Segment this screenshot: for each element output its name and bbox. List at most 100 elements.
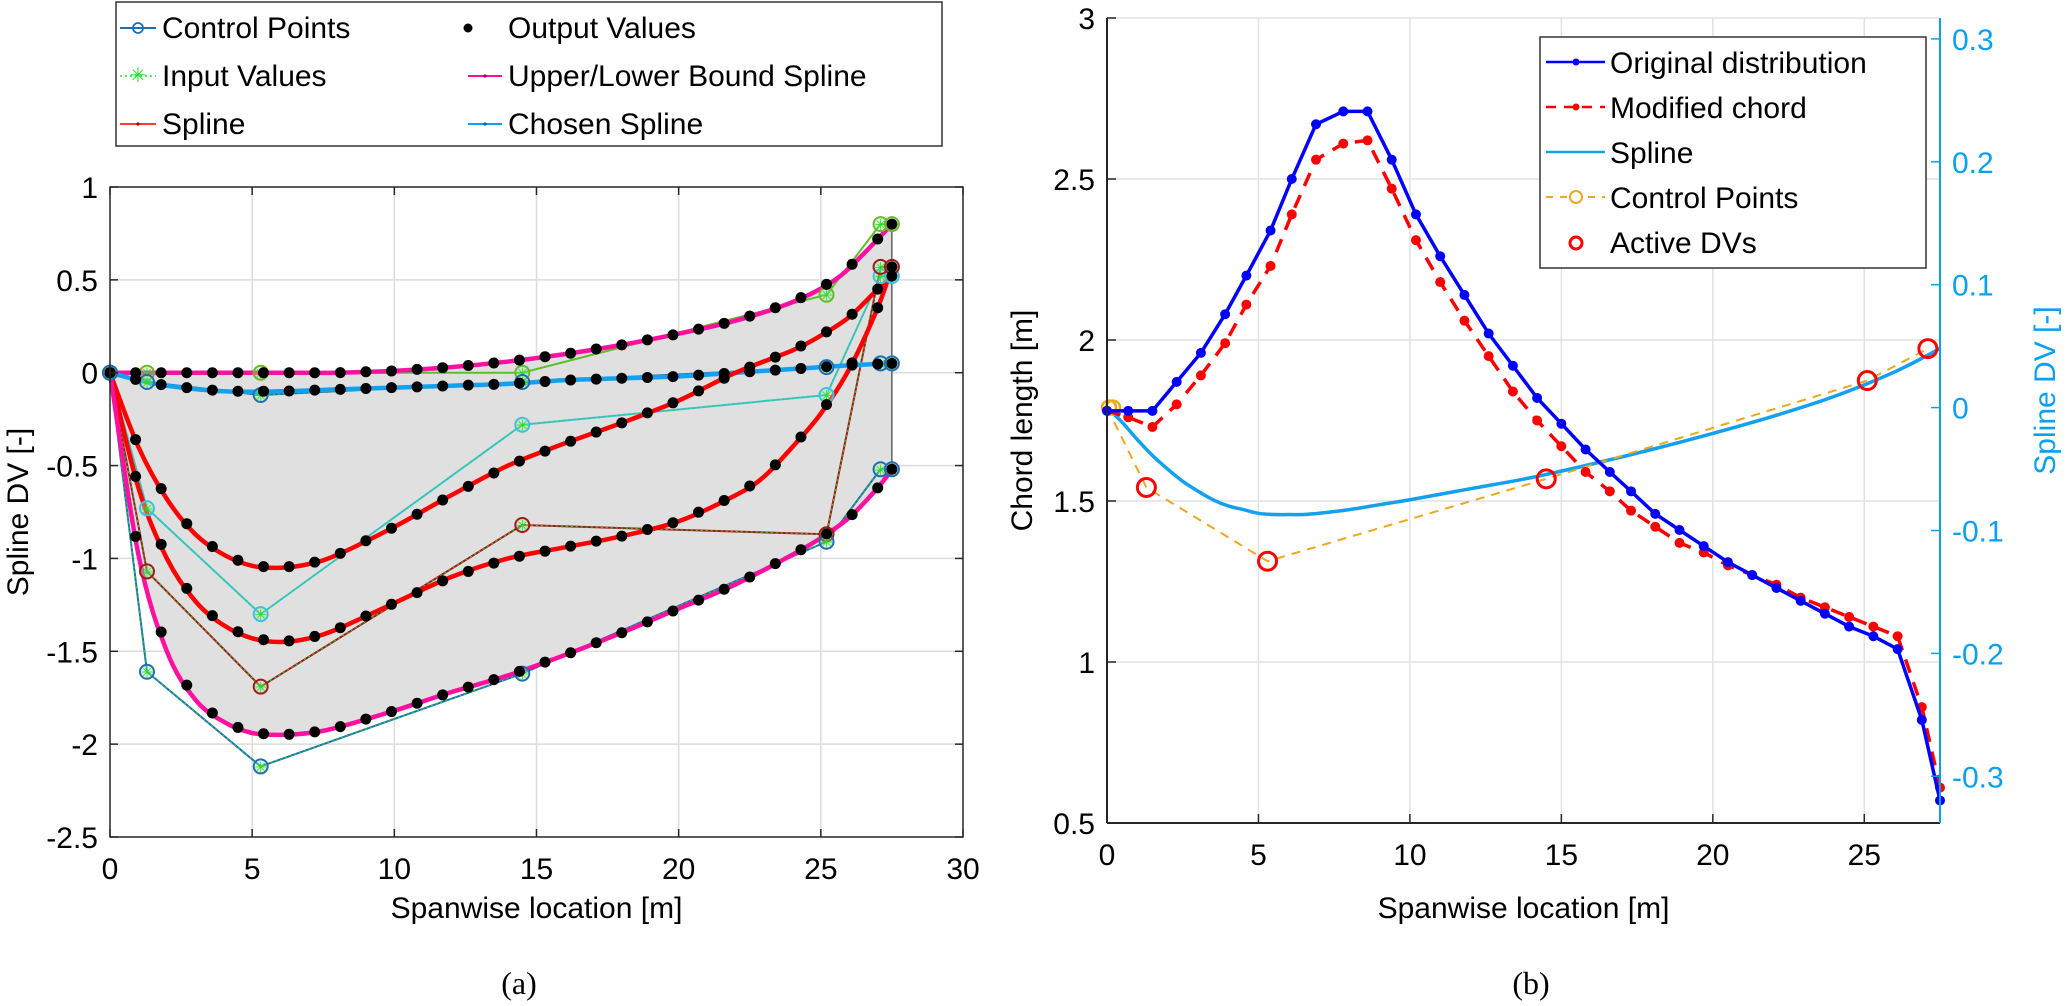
output-value <box>181 679 193 691</box>
output-value <box>130 434 142 446</box>
series-a: ✳✳✳✳✳✳✳✳✳✳✳✳✳✳✳✳✳✳✳✳✳✳✳✳✳✳✳✳✳✳✳✳✳✳✳ <box>102 216 900 776</box>
output-value <box>437 494 449 506</box>
output-value <box>616 372 628 384</box>
output-value <box>513 665 525 677</box>
legend-label: Chosen Spline <box>508 108 703 141</box>
output-value <box>206 384 218 396</box>
active-dv-marker <box>1135 476 1157 498</box>
original-distribution-point <box>1626 486 1637 497</box>
original-distribution-point <box>1556 418 1567 429</box>
output-value <box>258 385 270 397</box>
original-distribution-point <box>1311 119 1322 130</box>
input-value-asterisk-icon: ✳ <box>820 287 833 305</box>
y-tick-label: 3 <box>1078 3 1095 36</box>
output-value <box>232 554 244 566</box>
output-value <box>437 689 449 701</box>
output-value <box>821 278 833 290</box>
modified-chord-point <box>1286 209 1297 220</box>
output-value <box>718 494 730 506</box>
input-value-asterisk-icon: ✳ <box>254 606 267 624</box>
legend-box <box>115 1 943 147</box>
output-value <box>539 375 551 387</box>
original-distribution-point <box>1338 106 1349 117</box>
x-tick-label: 20 <box>662 853 695 886</box>
legend-active-dvs-marker <box>1568 235 1584 251</box>
output-value <box>334 367 346 379</box>
legend-input-values-asterisk-icon: ✳ <box>130 63 147 87</box>
output-value <box>693 594 705 606</box>
output-value <box>795 544 807 556</box>
chart-a: Control Points Output Values ✳ Input Val… <box>2 1 980 1001</box>
output-value <box>616 339 628 351</box>
output-value <box>411 381 423 393</box>
chart-b: 0 5 10 15 20 25 3 2.5 2 1.5 1 0.5 0.3 0.2 0.1 0 -0.1 -0.2… <box>1006 3 2062 1001</box>
y-tick-label: 2.5 <box>1053 164 1095 197</box>
output-value <box>744 571 756 583</box>
modified-chord-point <box>1147 421 1158 432</box>
control-point <box>138 500 155 517</box>
output-value <box>769 351 781 363</box>
original-distribution-point <box>1819 608 1830 619</box>
input-value-asterisk-icon: ✳ <box>254 758 267 776</box>
output-value <box>130 531 142 543</box>
original-distribution-point <box>1674 524 1685 535</box>
output-value <box>565 347 577 359</box>
output-value <box>795 292 807 304</box>
original-distribution-point <box>1171 376 1182 387</box>
output-value <box>667 329 679 341</box>
output-value <box>232 721 244 733</box>
output-value <box>488 378 500 390</box>
output-value <box>155 626 167 638</box>
control-point <box>138 563 155 580</box>
legend-label: Output Values <box>508 12 696 45</box>
output-value <box>309 726 321 738</box>
output-value <box>411 587 423 599</box>
x-tick-label: 10 <box>1393 839 1426 872</box>
output-value <box>565 540 577 552</box>
original-distribution-point <box>1362 106 1373 117</box>
output-value <box>821 528 833 540</box>
x-tick-label: 25 <box>1848 839 1881 872</box>
output-value <box>462 565 474 577</box>
original-distribution-point <box>1195 347 1206 358</box>
output-value <box>539 351 551 363</box>
y-axis-label-a: Spline DV [-] <box>2 428 35 596</box>
original-distribution-point <box>1265 225 1276 236</box>
input-value-asterisk-icon: ✳ <box>874 216 887 234</box>
output-value <box>181 518 193 530</box>
axes-a: 0 5 10 15 20 25 30 1 0.5 0 -0.5 -1 -1.5 -2 -2.5 <box>46 172 979 886</box>
output-value <box>641 616 653 628</box>
legend-label: Modified chord <box>1610 92 1807 125</box>
output-value <box>539 545 551 557</box>
output-value <box>411 508 423 520</box>
output-value <box>360 713 372 725</box>
output-value <box>488 357 500 369</box>
output-value <box>513 377 525 389</box>
x-axis-label-b: Spanwise location [m] <box>1378 892 1670 925</box>
output-value <box>769 302 781 314</box>
output-value <box>513 354 525 366</box>
output-value <box>130 470 142 482</box>
y-tick-label: 1 <box>1078 647 1095 680</box>
active-dv-marker <box>1257 550 1279 572</box>
output-value <box>693 385 705 397</box>
chosen-curve <box>109 361 893 395</box>
output-value <box>769 459 781 471</box>
output-value <box>309 384 321 396</box>
x-tick-label: 30 <box>946 853 979 886</box>
y-tick-label-right: 0.1 <box>1952 270 1994 303</box>
modified-chord-point <box>1556 441 1567 452</box>
modified-chord-point <box>1844 611 1855 622</box>
legend-label: Control Points <box>162 12 350 45</box>
output-value <box>334 622 346 634</box>
output-value <box>641 371 653 383</box>
modified-chord-point <box>1171 399 1182 410</box>
legend-bound-marker <box>483 74 487 78</box>
legend-chosen-spline-marker <box>483 122 487 126</box>
modified-chord-line <box>1106 138 1942 788</box>
x-axis-label-a: Spanwise location [m] <box>391 892 683 925</box>
modified-chord-point <box>1507 386 1518 397</box>
output-value <box>309 556 321 568</box>
input-values-line <box>109 266 892 688</box>
